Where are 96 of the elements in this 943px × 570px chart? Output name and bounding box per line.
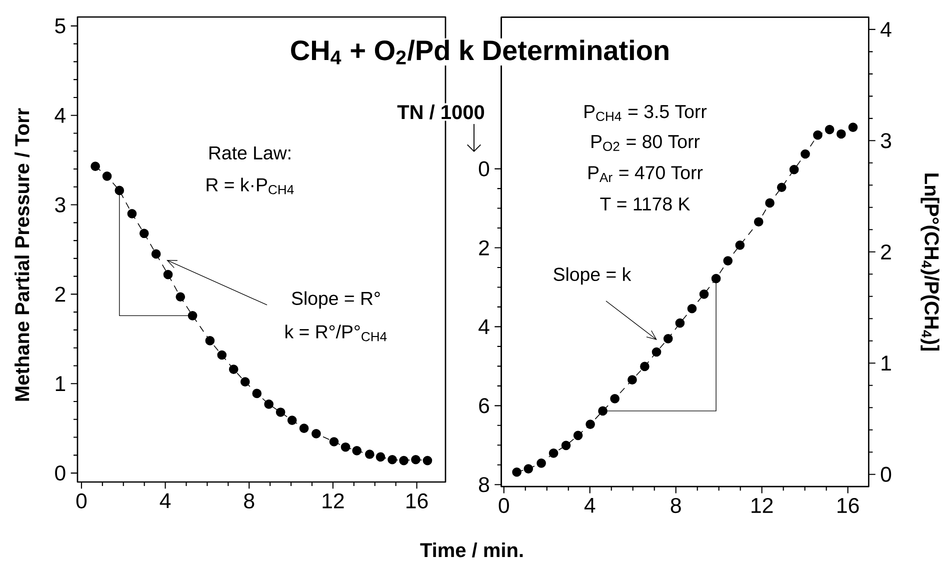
- y-axis-title: Methane Partial Pressure / Torr: [14, 108, 30, 401]
- x-tick-label: 12: [322, 493, 344, 508]
- y-tick-label: 1: [882, 356, 891, 370]
- point: [663, 334, 673, 344]
- x-tick-label: 4: [584, 498, 596, 513]
- x-tick-label: 4: [160, 493, 171, 508]
- point: [640, 362, 650, 372]
- point: [848, 122, 858, 132]
- point: [376, 452, 386, 462]
- point: [652, 347, 662, 357]
- point: [264, 400, 274, 409]
- point: [800, 149, 810, 159]
- point: [776, 182, 786, 192]
- point: [561, 440, 571, 450]
- annotation: P$_{CH4}$ = 3.5 Torr: [584, 104, 707, 122]
- point: [524, 464, 534, 474]
- point: [754, 217, 764, 227]
- x-axis-title: Time / min.: [420, 542, 523, 558]
- point: [548, 448, 558, 458]
- y2-tick-label: 8: [478, 477, 490, 492]
- point: [765, 198, 774, 208]
- x-tick-label: 0: [498, 498, 509, 514]
- point: [252, 388, 262, 398]
- annotation: Slope = k: [554, 267, 632, 285]
- point: [364, 450, 374, 459]
- y2-tick-label: 6: [479, 398, 489, 414]
- annotation: T = 1178 K: [600, 197, 690, 211]
- y-tick-label: 1: [56, 376, 66, 391]
- y-tick-label: 3: [55, 197, 66, 212]
- x-tick-label: 12: [752, 498, 773, 513]
- point: [628, 375, 637, 384]
- point: [699, 289, 709, 299]
- y-tick-label: 3: [880, 133, 891, 148]
- point: [586, 420, 595, 429]
- point: [151, 249, 161, 259]
- point: [411, 454, 420, 464]
- point: [813, 130, 822, 140]
- y-axis-title: Ln[P°(CH$_{4}$)/P(CH$_{4}$)]: [920, 174, 940, 351]
- y2-tick-label: 4: [478, 319, 490, 334]
- point: [340, 442, 350, 452]
- point: [824, 124, 834, 134]
- point: [687, 304, 697, 314]
- x-tick-label: 0: [76, 493, 87, 508]
- point: [512, 467, 522, 477]
- point: [675, 318, 685, 328]
- point: [299, 424, 309, 433]
- point: [188, 310, 198, 320]
- point: [127, 209, 137, 218]
- point: [240, 377, 250, 386]
- point: [205, 336, 215, 346]
- point: [598, 406, 608, 416]
- point: [388, 454, 397, 464]
- point: [329, 437, 339, 446]
- point: [163, 270, 173, 280]
- point: [312, 429, 321, 438]
- annotation: P$_{O2}$ = 80 Torr: [592, 134, 700, 152]
- point: [399, 456, 408, 466]
- point: [102, 171, 112, 181]
- point: [836, 129, 846, 139]
- point: [114, 186, 124, 196]
- point: [176, 292, 186, 302]
- point: [139, 228, 149, 238]
- annotation: R = k·P$_{CH4}$: [206, 178, 294, 194]
- point: [735, 240, 745, 250]
- y-tick-label: 4: [880, 22, 892, 37]
- point: [228, 364, 238, 374]
- point: [276, 408, 286, 417]
- point: [536, 458, 546, 468]
- y2-tick-label: 0: [478, 161, 490, 176]
- y-tick-label: 5: [55, 18, 66, 34]
- y-tick-label: 0: [55, 466, 66, 481]
- point: [723, 256, 733, 266]
- y2-axis-title: TN / 1000: [397, 104, 484, 120]
- y-tick-label: 4: [54, 108, 66, 123]
- point: [217, 350, 227, 360]
- point: [711, 274, 721, 284]
- point: [422, 456, 432, 466]
- annotation: Slope = R°: [292, 291, 380, 309]
- annotation: Rate Law:: [210, 146, 290, 160]
- point: [610, 394, 620, 404]
- y-tick-label: 2: [55, 286, 66, 302]
- point: [789, 164, 799, 174]
- annotation: P$_{Ar}$ = 470 Torr: [588, 166, 703, 182]
- text: CH$_{4}$ + O$_{2}$/Pd k Determination: [291, 40, 668, 64]
- x-tick-label: 16: [838, 498, 859, 514]
- point: [352, 446, 362, 456]
- y-tick-label: 2: [881, 244, 891, 260]
- point: [287, 416, 297, 425]
- x-tick-label: 16: [406, 493, 428, 508]
- point: [573, 430, 583, 440]
- annotation: k = R°/P°$_{CH4}$: [286, 324, 387, 342]
- x-tick-label: 8: [670, 498, 681, 514]
- y-tick-label: 0: [880, 466, 892, 482]
- point: [90, 162, 100, 171]
- x-tick-label: 8: [244, 493, 254, 508]
- y2-tick-label: 2: [479, 240, 489, 256]
